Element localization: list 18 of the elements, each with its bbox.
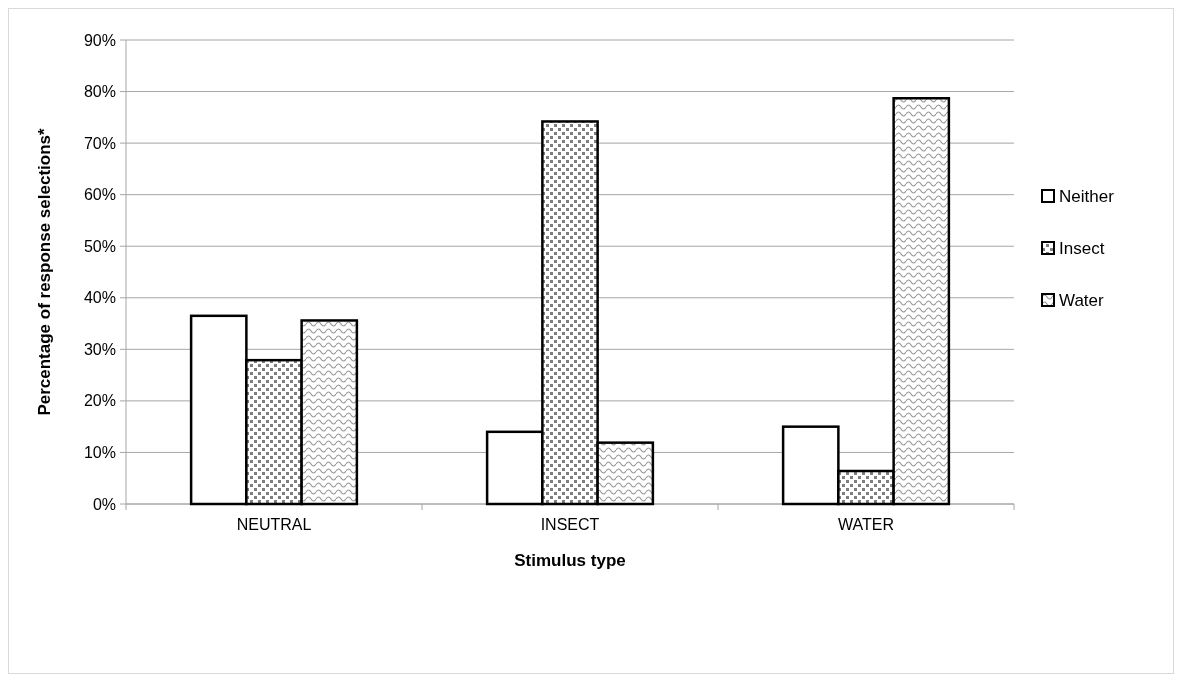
- y-tick-label: 50%: [83, 237, 116, 255]
- y-tick-label: 0%: [92, 495, 116, 513]
- y-tick-label: 90%: [83, 31, 116, 49]
- y-tick-label: 30%: [83, 340, 116, 358]
- y-tick-label: 20%: [83, 392, 116, 410]
- x-tick-label: WATER: [838, 516, 894, 533]
- y-tick-label: 40%: [83, 289, 116, 307]
- x-tick-label: NEUTRAL: [236, 516, 312, 533]
- legend-label: Neither: [1059, 186, 1115, 206]
- x-axis-title: Stimulus type: [514, 551, 626, 570]
- y-axis-title: Percentage of response selections*: [35, 128, 54, 416]
- y-tick-label: 80%: [83, 83, 116, 101]
- legend-label: Water: [1059, 290, 1105, 310]
- y-tick-label: 10%: [83, 444, 116, 462]
- legend-label: Insect: [1059, 238, 1105, 258]
- y-tick-label: 70%: [83, 134, 116, 152]
- y-tick-label: 60%: [83, 186, 116, 204]
- x-tick-label: INSECT: [540, 516, 600, 533]
